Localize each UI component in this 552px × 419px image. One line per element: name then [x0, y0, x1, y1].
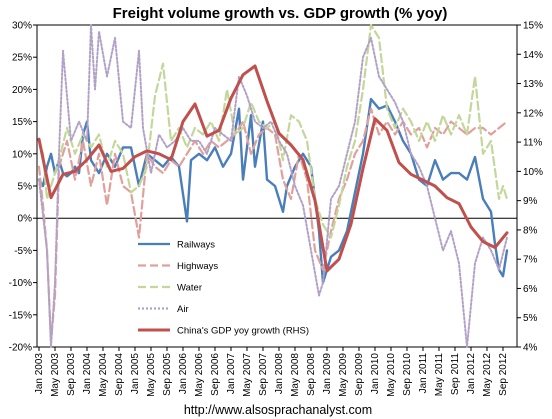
right-tick-label: 13%	[523, 79, 543, 90]
x-tick-label: Jan 2008	[274, 353, 285, 395]
legend-label: Highways	[177, 261, 218, 272]
right-tick-label: 6%	[523, 284, 538, 295]
x-tick-label: Sep 2012	[498, 353, 509, 396]
source-url: http://www.alsosprachanalyst.com	[184, 403, 372, 417]
left-tick-label: -15%	[9, 310, 32, 321]
right-axis-ticks: 4% 5% 6% 7% 8% 9% 10% 11% 12% 13% 14% 15%	[517, 21, 543, 354]
left-tick-label: 10%	[12, 149, 32, 160]
chart-title: Freight volume growth vs. GDP growth (% …	[113, 5, 448, 22]
x-tick-label: Jan 2003	[34, 353, 45, 395]
right-tick-label: 7%	[523, 255, 538, 266]
left-tick-label: 0%	[18, 214, 33, 225]
right-tick-label: 15%	[523, 21, 543, 32]
right-tick-label: 14%	[523, 50, 543, 61]
left-tick-label: 20%	[12, 85, 32, 96]
x-tick-label: Jan 2012	[466, 353, 477, 395]
x-tick-label: Sep 2008	[306, 353, 317, 396]
x-tick-label: Jan 2005	[130, 353, 141, 395]
series-line-water	[37, 23, 509, 239]
x-tick-label: Sep 2004	[114, 353, 125, 396]
x-axis-ticks: Jan 2003 May 2003 Sep 2003 Jan 2004 May 2004…	[34, 347, 509, 397]
legend-label: Air	[177, 304, 189, 315]
left-axis-ticks: -20% -15% -10% -5% 0% 5% 10% 15% 20% 25% 30%	[9, 21, 37, 354]
x-tick-label: May 2011	[434, 353, 445, 397]
x-tick-label: May 2006	[194, 353, 205, 397]
x-tick-label: Sep 2003	[66, 353, 77, 396]
left-tick-label: 30%	[12, 21, 32, 32]
x-tick-label: Jan 2004	[82, 353, 93, 395]
x-tick-label: Sep 2011	[450, 353, 461, 396]
right-tick-label: 12%	[523, 108, 543, 119]
legend-label: Water	[177, 283, 202, 294]
x-tick-label: Sep 2010	[402, 353, 413, 396]
right-tick-label: 10%	[523, 167, 543, 178]
left-tick-label: -5%	[14, 246, 32, 257]
x-tick-label: May 2003	[50, 353, 61, 397]
x-tick-label: Jan 2011	[418, 353, 429, 394]
x-tick-label: May 2008	[290, 353, 301, 397]
left-tick-label: 5%	[18, 182, 33, 193]
right-tick-label: 9%	[523, 196, 538, 207]
x-tick-label: Sep 2006	[210, 353, 221, 396]
x-tick-label: Jan 2010	[370, 353, 381, 395]
right-tick-label: 11%	[523, 138, 542, 149]
x-tick-label: May 2007	[242, 353, 253, 397]
x-tick-label: May 2004	[98, 353, 109, 397]
series-layer	[37, 23, 509, 348]
right-tick-label: 8%	[523, 225, 538, 236]
legend: Railways Highways Water Air China's GDP yoy …	[138, 240, 309, 337]
x-tick-label: Jan 2009	[322, 353, 333, 395]
legend-label: Railways	[177, 240, 215, 251]
x-tick-label: Jan 2007	[226, 353, 237, 395]
x-tick-label: May 2009	[338, 353, 349, 397]
right-tick-label: 4%	[523, 343, 538, 354]
x-tick-label: May 2005	[146, 353, 157, 397]
x-tick-label: Jan 2006	[178, 353, 189, 395]
x-tick-label: Sep 2007	[258, 353, 269, 396]
left-tick-label: 15%	[12, 117, 32, 128]
series-line-china-s-gdp-yoy-growth-rhs	[37, 64, 509, 273]
left-tick-label: 25%	[12, 53, 32, 64]
right-tick-label: 5%	[523, 313, 538, 324]
x-tick-label: Sep 2005	[162, 353, 173, 396]
left-tick-label: -10%	[9, 278, 32, 289]
series-line-air	[38, 24, 508, 348]
x-tick-label: May 2012	[482, 353, 493, 397]
x-tick-label: May 2010	[386, 353, 397, 397]
x-tick-label: Sep 2009	[354, 353, 365, 396]
left-tick-label: -20%	[9, 343, 32, 354]
series-line-highways	[37, 107, 509, 342]
legend-label: China's GDP yoy growth (RHS)	[177, 326, 309, 337]
